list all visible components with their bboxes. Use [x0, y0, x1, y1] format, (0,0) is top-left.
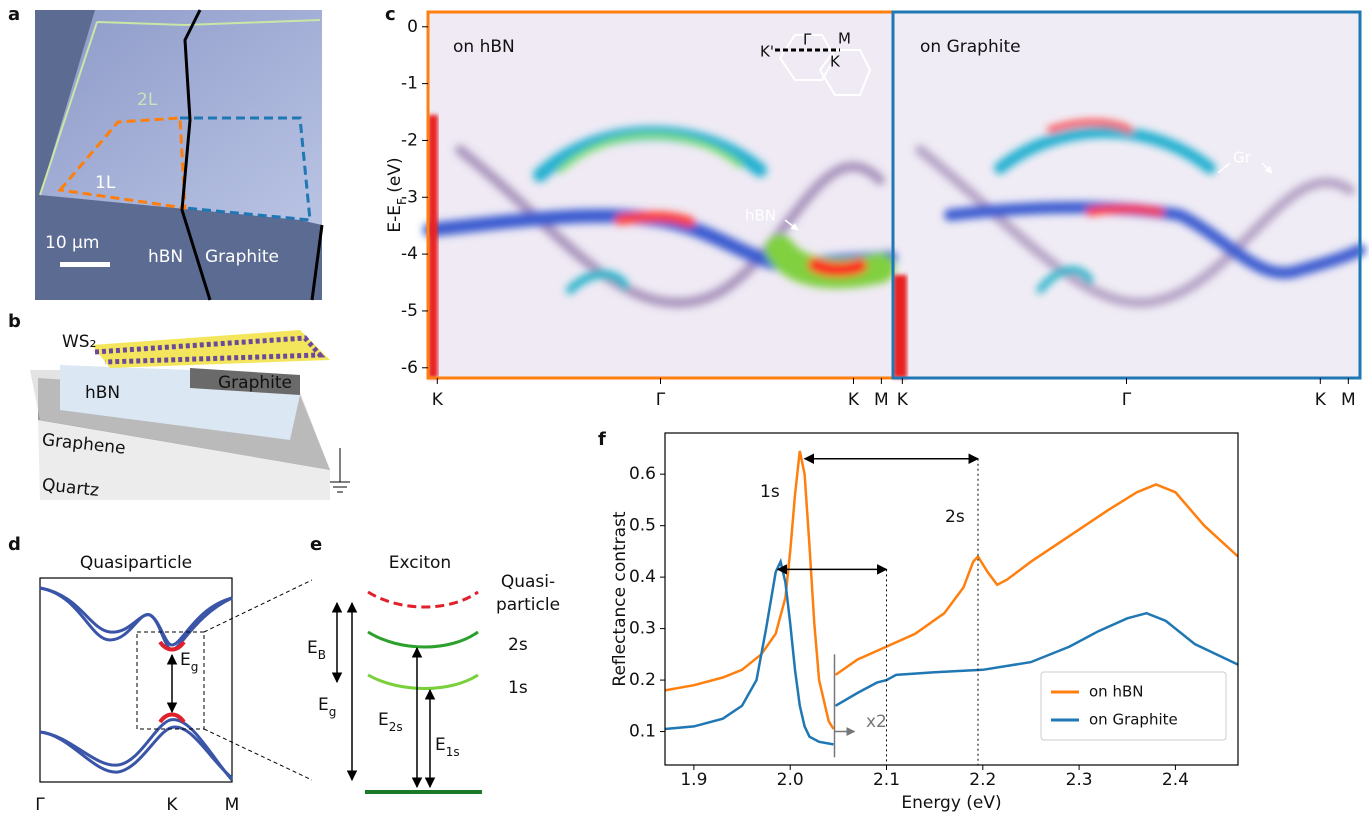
inset-label: K'	[760, 43, 774, 61]
x-tick-label: 2.4	[1162, 770, 1189, 790]
subscript: 2s	[389, 720, 403, 734]
panel-label: e	[310, 534, 322, 555]
legend-label: on hBN	[1089, 683, 1143, 701]
x-tick-label: 2.3	[1066, 770, 1093, 790]
plot-frame	[664, 432, 1239, 766]
region-label: Graphite	[205, 247, 279, 267]
y-tick-label: -1	[401, 74, 418, 94]
text-part: (eV)	[385, 157, 405, 198]
subscript: F	[395, 198, 409, 205]
y-tick-label: -3	[401, 187, 418, 207]
y-tick-label: -2	[401, 130, 418, 150]
level-label: 1s	[508, 678, 528, 698]
panel-a: a 2L 1L 10 μm hBN Graphite	[8, 4, 324, 301]
panel-c: c E-EF (eV) on hBN on Graphite hBN Gr K'…	[385, 4, 1366, 410]
k-label: K	[166, 795, 178, 815]
map-title: on hBN	[453, 37, 515, 57]
y-tick-label: 0.6	[629, 464, 656, 484]
annotation: x2	[866, 712, 887, 732]
x-tick-label: K	[1315, 390, 1327, 410]
layer-label: 2L	[137, 90, 158, 110]
inset-label: Γ	[803, 31, 812, 49]
layer-label: hBN	[85, 383, 120, 403]
energy-label: EB	[307, 638, 326, 662]
k-label: Γ	[35, 795, 45, 815]
x-tick-label: 2.1	[873, 770, 900, 790]
gap-label: Eg	[180, 650, 198, 674]
x-tick-label: M	[874, 390, 889, 410]
panel-label: f	[598, 429, 606, 450]
y-tick-label: 0.3	[629, 619, 656, 639]
x-tick-label: 2.2	[969, 770, 996, 790]
y-axis-label: E-EF (eV)	[385, 157, 409, 232]
legend-label: on Graphite	[1089, 711, 1178, 729]
y-tick-label: 0.4	[629, 567, 656, 587]
legend-box	[1040, 671, 1227, 741]
energy-label: Eg	[318, 695, 336, 719]
x-tick-label: K	[432, 390, 444, 410]
text-part: E	[378, 710, 389, 730]
panel-label: d	[8, 534, 21, 555]
layer-label: 1L	[95, 173, 116, 193]
panel-b: b WS₂ Graphite hBN Graphene Quartz	[8, 311, 350, 501]
x-tick-label: K	[848, 390, 860, 410]
energy-label: E1s	[435, 735, 460, 759]
text-part: E	[307, 638, 318, 658]
map-note: Gr	[1233, 149, 1252, 167]
y-tick-label: 0.5	[629, 516, 656, 536]
level-label: particle	[496, 595, 560, 615]
region-label: hBN	[148, 247, 183, 267]
level-label: Quasi-	[501, 572, 555, 592]
x-tick-label: K	[897, 390, 909, 410]
scale-bar-label: 10 μm	[45, 233, 99, 253]
x-tick-label: 2.0	[777, 770, 804, 790]
x-tick-label: 1.9	[680, 770, 707, 790]
x-tick-label: Γ	[1122, 390, 1132, 410]
subscript: g	[191, 660, 199, 674]
y-tick-label: -4	[401, 244, 418, 264]
text-part: E	[318, 695, 329, 715]
panel-label: a	[8, 4, 20, 25]
level-label: 2s	[508, 635, 528, 655]
line	[664, 450, 1239, 730]
y-axis-label: Reflectance contrast	[610, 511, 630, 687]
text-part: E-E	[385, 205, 405, 233]
layer-label: WS₂	[62, 332, 96, 352]
map-note: hBN	[745, 207, 776, 225]
panel-d: d Quasiparticle Eg Γ K M	[8, 534, 313, 815]
y-tick-label: -5	[401, 301, 418, 321]
annotation: 2s	[945, 507, 965, 527]
inset-label: M	[838, 30, 851, 48]
text-part: E	[180, 650, 191, 670]
subscript: 1s	[446, 745, 460, 759]
map-title: on Graphite	[920, 37, 1021, 57]
energy-label: E2s	[378, 710, 403, 734]
panel-e: e Exciton Quasi- particle 2s 1s EB Eg E2…	[307, 534, 560, 794]
panel-label: c	[385, 4, 396, 25]
annotation: 1s	[760, 482, 780, 502]
inset-label: K	[830, 53, 841, 71]
y-tick-label: 0.2	[629, 670, 656, 690]
subscript: g	[329, 705, 337, 719]
text-part: E	[435, 735, 446, 755]
subscript: B	[318, 648, 326, 662]
y-tick-label: 0	[407, 17, 418, 37]
panel-title: Exciton	[389, 553, 451, 573]
layer-label: Graphite	[218, 373, 292, 393]
x-tick-label: M	[1341, 390, 1356, 410]
panel-label: b	[8, 311, 21, 332]
k-label: M	[225, 795, 240, 815]
y-tick-label: 0.1	[629, 722, 656, 742]
y-tick-label: -6	[401, 358, 418, 378]
x-tick-label: Γ	[656, 390, 666, 410]
x-axis-label: Energy (eV)	[901, 793, 1001, 813]
panel-title: Quasiparticle	[80, 553, 192, 573]
panel-f: f 1s 2s x2 1.9 2.0 2.1 2.2 2.3 2.4 0.1 0.2 0.3 0.…	[598, 429, 1239, 813]
